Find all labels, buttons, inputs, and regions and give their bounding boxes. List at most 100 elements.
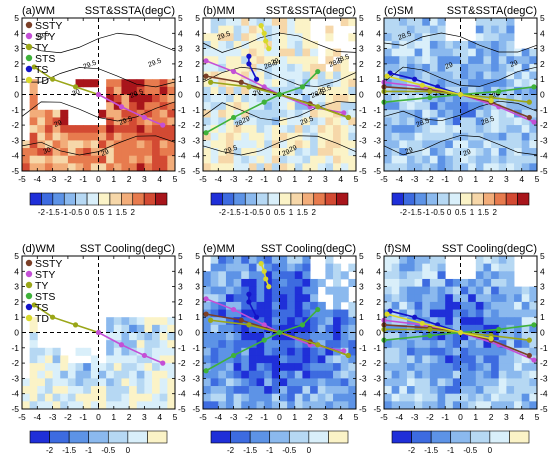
- field-cell: [167, 378, 176, 387]
- field-cell: [445, 79, 454, 88]
- field-cell: [294, 94, 303, 103]
- field-cell: [210, 86, 219, 95]
- field-cell: [167, 347, 176, 356]
- field-cell: [233, 18, 242, 27]
- y-tick-label: 3: [14, 44, 19, 54]
- field-cell: [529, 109, 538, 118]
- field-cell: [159, 79, 168, 88]
- field-cell: [340, 355, 349, 364]
- field-cell: [210, 355, 219, 364]
- field-cell: [406, 271, 415, 280]
- field-cell: [340, 294, 349, 303]
- field-cell: [248, 40, 257, 49]
- field-cell: [521, 301, 530, 310]
- field-cell: [422, 309, 431, 318]
- field-cell: [264, 271, 273, 280]
- field-cell: [445, 102, 454, 111]
- field-cell: [491, 370, 500, 379]
- field-cell: [460, 378, 469, 387]
- field-cell: [218, 109, 227, 118]
- field-cell: [529, 324, 538, 333]
- field-cell: [429, 132, 438, 141]
- x-tick-label: 3: [504, 412, 509, 422]
- field-cell: [287, 132, 296, 141]
- field-cell: [491, 140, 500, 149]
- field-cell: [121, 347, 130, 356]
- field-cell: [475, 301, 484, 310]
- field-cell: [248, 155, 257, 164]
- y-tick-label-right: -5: [178, 404, 186, 414]
- field-cell: [302, 324, 311, 333]
- field-cell: [452, 324, 461, 333]
- field-cell: [384, 63, 393, 72]
- field-cell: [256, 355, 265, 364]
- field-cell: [44, 363, 53, 372]
- field-cell: [159, 163, 168, 172]
- y-tick-label: -1: [192, 343, 200, 353]
- field-cell: [294, 286, 303, 295]
- track-point: [203, 296, 209, 302]
- x-tick-label: 2: [308, 174, 313, 184]
- field-cell: [483, 86, 492, 95]
- field-cell: [52, 386, 61, 395]
- field-cell: [340, 56, 349, 65]
- field-cell: [384, 25, 393, 34]
- field-cell: [414, 148, 423, 157]
- field-cell: [294, 301, 303, 310]
- field-cell: [506, 278, 515, 287]
- field-cell: [225, 256, 234, 265]
- colorbar-swatch: [256, 192, 269, 206]
- field-cell: [340, 79, 349, 88]
- field-cell: [113, 363, 122, 372]
- field-cell: [210, 71, 219, 80]
- colorbar-label: -1: [61, 208, 69, 217]
- field-cell: [391, 140, 400, 149]
- field-cell: [514, 309, 523, 318]
- field-cell: [348, 263, 357, 272]
- field-cell: [129, 94, 138, 103]
- field-cell: [514, 332, 523, 341]
- field-cell: [241, 163, 250, 172]
- field-cell: [210, 370, 219, 379]
- field-cell: [248, 355, 257, 364]
- field-cell: [152, 79, 161, 88]
- y-tick-label-right: -3: [178, 135, 186, 145]
- field-cell: [98, 163, 107, 172]
- field-cell: [106, 355, 115, 364]
- field-cell: [210, 155, 219, 164]
- field-cell: [529, 401, 538, 410]
- field-cell: [264, 278, 273, 287]
- field-cell: [129, 86, 138, 95]
- y-tick-label-right: -4: [540, 389, 548, 399]
- field-cell: [218, 263, 227, 272]
- field-cell: [256, 301, 265, 310]
- field-cell: [98, 401, 107, 410]
- field-cell: [475, 363, 484, 372]
- colorbar-swatch: [437, 192, 450, 206]
- field-cell: [452, 370, 461, 379]
- field-cell: [271, 340, 280, 349]
- legend-marker-sty: [25, 32, 33, 40]
- colorbar-swatch: [222, 192, 235, 206]
- field-cell: [302, 332, 311, 341]
- field-cell: [491, 33, 500, 42]
- colorbar-swatch: [313, 192, 326, 206]
- x-tick-label: -1: [260, 412, 268, 422]
- field-cell: [422, 56, 431, 65]
- field-cell: [498, 363, 507, 372]
- field-cell: [452, 163, 461, 172]
- field-cell: [445, 155, 454, 164]
- field-cell: [279, 347, 288, 356]
- track-ty: [33, 66, 99, 96]
- panel-label: (d)WM: [22, 243, 55, 255]
- field-cell: [414, 48, 423, 57]
- field-cell: [498, 286, 507, 295]
- field-cell: [90, 355, 99, 364]
- field-cell: [129, 363, 138, 372]
- y-tick-label-right: -4: [178, 151, 186, 161]
- field-cell: [514, 86, 523, 95]
- field-cell: [399, 140, 408, 149]
- field-cell: [294, 125, 303, 134]
- field-cell: [167, 102, 176, 111]
